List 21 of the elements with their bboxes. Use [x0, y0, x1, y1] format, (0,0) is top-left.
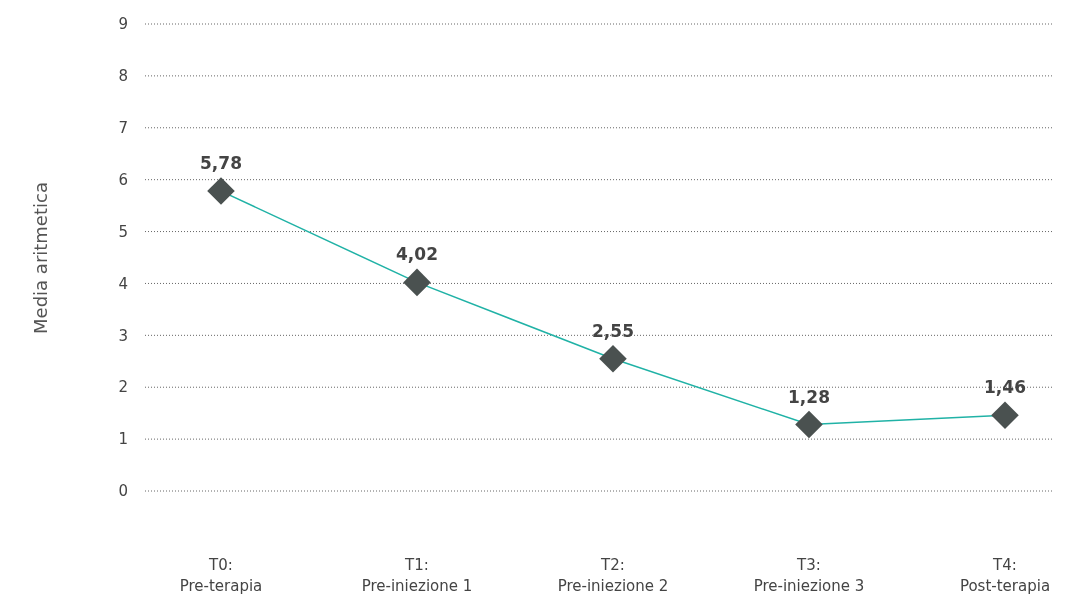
y-tick-label: 9 — [118, 15, 128, 34]
y-tick-label: 5 — [118, 222, 128, 241]
x-tick-label: T0: Pre-terapia — [179, 556, 263, 595]
y-tick-label: 2 — [118, 378, 128, 397]
y-tick-label: 6 — [118, 170, 128, 189]
y-tick-label: 3 — [118, 326, 128, 345]
y-tick-label: 1 — [118, 430, 128, 449]
x-tick-label: T1: Pre-iniezione 1 — [361, 556, 473, 595]
x-tick-label: T4: Post-terapia — [959, 556, 1051, 595]
y-tick-label: 4 — [118, 274, 128, 293]
x-tick-label: T3: Pre-iniezione 3 — [753, 556, 865, 595]
y-tick-label: 7 — [118, 119, 128, 138]
data-label: 1,46 — [984, 377, 1026, 398]
x-tick-label: T2: Pre-iniezione 2 — [557, 556, 669, 595]
data-label: 5,78 — [200, 153, 242, 174]
data-label: 1,28 — [788, 386, 830, 407]
data-label: 2,55 — [592, 320, 634, 341]
y-tick-label: 8 — [118, 67, 128, 86]
data-label: 4,02 — [396, 244, 438, 265]
y-axis-title: Media aritmetica — [30, 182, 51, 334]
y-tick-label: 0 — [118, 482, 128, 501]
